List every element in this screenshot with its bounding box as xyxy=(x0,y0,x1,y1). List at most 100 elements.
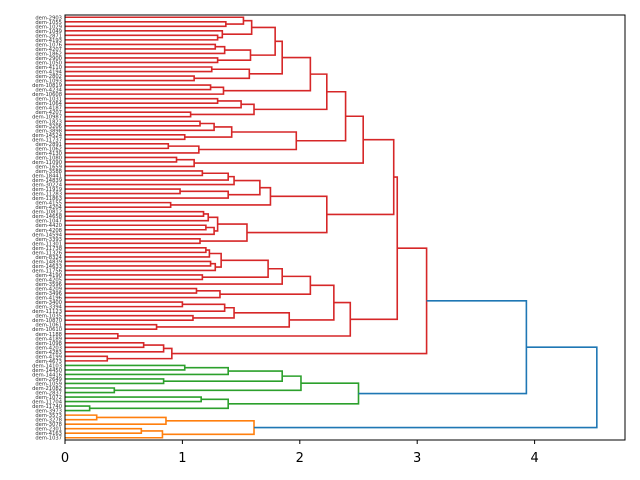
dendrogram-link xyxy=(65,224,207,231)
dendrogram-link xyxy=(65,405,91,412)
x-axis: 0 1 2 3 4 xyxy=(61,440,539,466)
leaf-label: dem-4207 xyxy=(35,110,62,116)
dendrogram-link xyxy=(65,213,210,222)
leaf-label: dem-10987 xyxy=(32,115,62,121)
leaf-label: dem-11740 xyxy=(32,404,62,410)
leaf-label: dem-1035 xyxy=(35,314,62,320)
dendrogram-link xyxy=(65,341,145,349)
dendrogram-link xyxy=(65,430,164,439)
dendrogram-link xyxy=(65,366,229,376)
leaf-label: dem-3588 xyxy=(35,169,62,175)
dendrogram-link xyxy=(65,414,98,421)
leaf-label: dem-4194 xyxy=(35,70,62,76)
dendrogram-link xyxy=(65,226,215,236)
leaf-label: dem-3496 xyxy=(35,291,62,297)
dendrogram-link xyxy=(65,158,195,168)
dendrogram-link xyxy=(65,143,170,150)
dendrogram-link xyxy=(65,416,167,425)
dendrogram-link xyxy=(171,247,428,355)
leaf-label: dem-1093 xyxy=(35,79,62,85)
leaf-label: dem-1047 xyxy=(35,219,62,225)
dendrogram-link xyxy=(289,284,335,321)
leaf-label: dem-1050 xyxy=(35,60,62,66)
dendrogram-link xyxy=(65,188,181,195)
dendrogram-link xyxy=(250,26,276,56)
leaf-label: dem-3898 xyxy=(35,128,62,134)
dendrogram-link xyxy=(65,210,205,217)
leaf-label: dem-4189 xyxy=(35,336,62,342)
leaf-label: dem-3573 xyxy=(35,413,62,419)
leaf-label: dem-3973 xyxy=(35,409,62,415)
leaf-label: dem-18441 xyxy=(32,174,62,180)
dendrogram-link xyxy=(65,260,212,267)
dendrogram-link xyxy=(65,427,143,435)
dendrogram-link xyxy=(65,262,217,272)
dendrogram-link xyxy=(208,216,219,232)
dendrogram-link xyxy=(65,355,109,362)
dendrogram-link xyxy=(65,287,198,294)
dendrogram-link xyxy=(254,73,328,111)
leaf-label: dem-4673 xyxy=(35,359,62,365)
leaf-label: dem-4203 xyxy=(35,345,62,351)
dendrogram-link xyxy=(107,347,173,360)
leaf-label: dem-11123 xyxy=(32,309,62,315)
leaf-label: dem-3400 xyxy=(35,300,62,306)
leaf-label: dem-1037 xyxy=(35,436,62,442)
leaf-label: dem-14103 xyxy=(32,363,62,369)
leaf-label: dem-14633 xyxy=(32,264,62,270)
leaf-label: dem-14839 xyxy=(32,259,62,265)
dendrogram-link xyxy=(254,346,598,429)
dendrogram-link xyxy=(65,45,226,55)
leaf-label: dem-21082 xyxy=(32,386,62,392)
dendrogram-link xyxy=(65,332,119,340)
leaf-label: dem-14658 xyxy=(32,214,62,220)
x-tick-label: 1 xyxy=(178,451,186,466)
leaf-label: dem-2837 xyxy=(35,391,62,397)
leaf-label: dem-1055 xyxy=(35,20,62,26)
leaf-label: dem-14524 xyxy=(32,133,63,139)
dendrogram-link xyxy=(192,306,235,319)
dendrogram-link xyxy=(219,275,312,295)
leaf-label: dem-14416 xyxy=(32,372,62,378)
leaf-label: dem-3393 xyxy=(35,237,62,243)
leaf-label: dem-14839 xyxy=(32,178,62,184)
dendrogram-link xyxy=(65,120,201,127)
dendrogram-link xyxy=(65,134,186,141)
leaf-label: dem-10870 xyxy=(32,318,62,324)
leaf-label: dem-1076 xyxy=(35,42,62,48)
leaf-label: dem-1059 xyxy=(35,381,62,387)
dendrogram-link xyxy=(326,138,395,216)
dendrogram-link xyxy=(296,90,347,142)
leaf-label: dem-3206 xyxy=(35,124,62,130)
dendrogram-link xyxy=(65,170,204,177)
leaf-label: dem-11738 xyxy=(32,246,62,252)
leaf-label: dem-11863 xyxy=(32,196,62,202)
dendrogram-link xyxy=(65,16,245,25)
dendrogram-link xyxy=(246,195,328,234)
leaf-label: dem-4234 xyxy=(35,88,62,94)
leaf-label: dem-1080 xyxy=(35,155,62,161)
dendrogram-link xyxy=(65,66,213,73)
leaf-label: dem-11326 xyxy=(32,250,62,256)
leaf-label: dem-4420 xyxy=(35,223,62,229)
leaf-label: dem-3278 xyxy=(35,418,62,424)
leaf-label: dem-1061 xyxy=(35,323,62,329)
leaf-label: dem-10608 xyxy=(32,92,62,98)
dendrogram-link xyxy=(162,419,255,436)
dendrogram-link xyxy=(228,382,360,405)
dendrogram-link xyxy=(163,370,283,383)
dendrogram-link xyxy=(184,126,233,138)
dendrogram-link xyxy=(65,57,219,64)
leaf-label: dem-1031 xyxy=(35,97,62,103)
dendrogram-link xyxy=(65,396,202,403)
dendrogram-link xyxy=(65,30,224,39)
dendrogram-link xyxy=(200,223,248,242)
leaf-label: dem-1064 xyxy=(35,101,62,107)
leaf-label: dem-14450 xyxy=(32,368,62,374)
dendrogram-link xyxy=(65,172,229,181)
leaf-label: dem-11919 xyxy=(32,187,62,193)
leaf-label: dem-4130 xyxy=(35,151,62,157)
dendrogram-link xyxy=(358,300,528,395)
dendrogram-link xyxy=(194,68,251,80)
dendrogram-link xyxy=(65,344,165,353)
